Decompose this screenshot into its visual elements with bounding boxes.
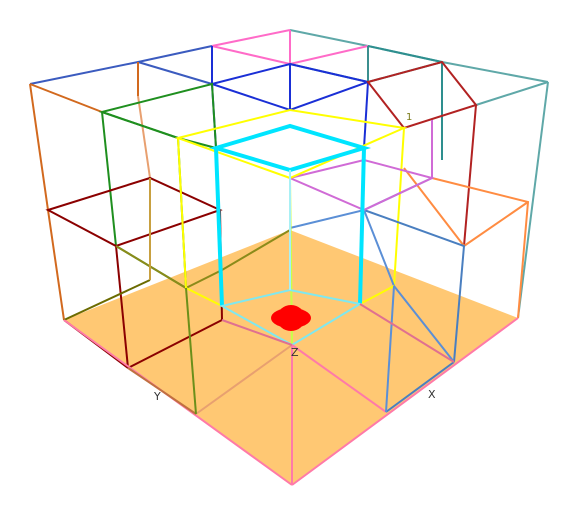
grid-edge	[101, 111, 179, 139]
highlight-cell-edge	[214, 147, 224, 307]
grid-edge	[475, 81, 549, 106]
selection-box-edge	[185, 287, 223, 307]
grid-edge	[393, 127, 405, 287]
axis-label-x: X	[428, 388, 436, 401]
grid-edge	[63, 279, 151, 321]
selection-box-edge	[177, 137, 187, 289]
grid-edge	[363, 209, 466, 363]
grid-edge	[517, 81, 549, 319]
grid-edge	[363, 81, 369, 149]
red-marker[interactable]	[271, 305, 311, 331]
selection-box-top	[174, 108, 408, 180]
floor-grid-line	[127, 367, 197, 415]
grid-edge	[289, 61, 443, 84]
grid-edge	[101, 111, 117, 247]
grid-edge	[137, 95, 151, 179]
grid-edge	[366, 60, 478, 130]
floor-grid-line	[221, 319, 293, 346]
floor-grid-line	[291, 317, 519, 486]
grid-edge	[98, 82, 218, 150]
grid-edge	[29, 45, 213, 85]
grid-edge	[115, 245, 129, 369]
floor-grid-line	[291, 344, 387, 413]
point-marker-label: 1	[406, 112, 412, 123]
wireframe-grid	[29, 29, 549, 486]
grid-edge	[29, 83, 103, 113]
selection-box-edge	[359, 285, 395, 305]
grid-edge	[385, 361, 455, 413]
grid-edge	[367, 45, 443, 63]
floor-grid-line	[185, 287, 197, 415]
grid-edge	[463, 201, 529, 247]
axis-label-y: Y	[153, 390, 161, 403]
grid-edge	[403, 167, 465, 247]
grid-edge	[47, 209, 65, 321]
axis-label-z: Z	[291, 346, 299, 359]
grid-edge	[127, 319, 223, 369]
floor-grid-line	[359, 303, 455, 363]
highlight-cell-top	[208, 123, 372, 173]
grid-edge	[211, 29, 291, 47]
grid-edge	[137, 61, 213, 85]
highlight-cell-edge	[358, 147, 366, 305]
grid-edge	[393, 285, 455, 363]
grid-edge	[45, 176, 223, 248]
grid-edge	[463, 104, 477, 247]
floor-grid-line	[195, 344, 293, 415]
grid-edge	[29, 83, 49, 211]
floor-grid-line	[385, 285, 395, 413]
